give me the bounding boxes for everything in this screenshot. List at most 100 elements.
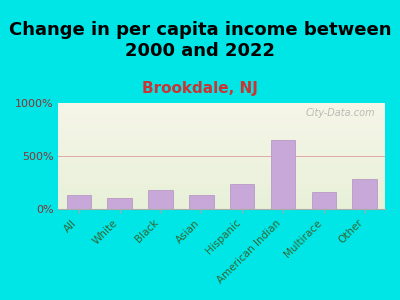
Bar bbox=[58, 173, 385, 174]
Bar bbox=[58, 130, 385, 131]
Bar bbox=[58, 195, 385, 196]
Bar bbox=[352, 179, 377, 208]
Bar bbox=[58, 120, 385, 121]
Bar bbox=[58, 204, 385, 206]
Bar bbox=[58, 111, 385, 112]
Bar bbox=[58, 198, 385, 199]
Bar bbox=[58, 122, 385, 123]
Bar bbox=[67, 195, 91, 208]
Bar bbox=[271, 140, 295, 208]
Bar bbox=[58, 117, 385, 118]
Bar bbox=[58, 178, 385, 179]
Bar bbox=[58, 192, 385, 193]
Bar bbox=[58, 119, 385, 120]
Bar bbox=[58, 159, 385, 160]
Bar bbox=[58, 201, 385, 202]
Bar bbox=[58, 108, 385, 109]
Bar bbox=[58, 115, 385, 116]
Bar bbox=[58, 184, 385, 185]
Bar bbox=[58, 151, 385, 152]
Bar bbox=[58, 142, 385, 143]
Bar bbox=[58, 156, 385, 157]
Bar bbox=[58, 188, 385, 189]
Bar bbox=[58, 114, 385, 115]
Bar bbox=[58, 146, 385, 147]
Bar bbox=[58, 177, 385, 178]
Bar bbox=[58, 171, 385, 172]
Bar bbox=[58, 131, 385, 133]
Bar bbox=[58, 128, 385, 129]
Bar bbox=[58, 135, 385, 136]
Bar bbox=[58, 189, 385, 190]
Bar bbox=[58, 154, 385, 155]
Bar bbox=[58, 162, 385, 163]
Bar bbox=[58, 196, 385, 197]
Bar bbox=[58, 175, 385, 176]
Bar bbox=[58, 182, 385, 183]
Bar bbox=[58, 164, 385, 165]
Bar bbox=[58, 134, 385, 135]
Bar bbox=[58, 155, 385, 156]
Bar bbox=[58, 127, 385, 128]
Bar bbox=[58, 139, 385, 140]
Bar bbox=[230, 184, 254, 208]
Bar bbox=[58, 124, 385, 125]
Bar bbox=[58, 158, 385, 159]
Bar bbox=[58, 129, 385, 130]
Bar bbox=[58, 138, 385, 139]
Bar bbox=[58, 149, 385, 151]
Bar bbox=[58, 203, 385, 204]
Bar bbox=[58, 123, 385, 124]
Bar bbox=[58, 125, 385, 126]
Bar bbox=[58, 112, 385, 114]
Bar bbox=[58, 106, 385, 107]
Text: Change in per capita income between
2000 and 2022: Change in per capita income between 2000… bbox=[9, 21, 391, 60]
Bar bbox=[58, 163, 385, 164]
Bar bbox=[58, 200, 385, 201]
Bar bbox=[58, 157, 385, 158]
Bar bbox=[58, 206, 385, 208]
Bar bbox=[58, 109, 385, 110]
Bar bbox=[58, 183, 385, 184]
Bar bbox=[58, 133, 385, 134]
Bar bbox=[108, 198, 132, 208]
Bar bbox=[189, 195, 214, 208]
Bar bbox=[58, 121, 385, 122]
Bar bbox=[58, 105, 385, 106]
Bar bbox=[58, 194, 385, 195]
Text: Brookdale, NJ: Brookdale, NJ bbox=[142, 81, 258, 96]
Bar bbox=[58, 169, 385, 171]
Bar bbox=[58, 176, 385, 177]
Bar bbox=[58, 180, 385, 181]
Bar bbox=[58, 181, 385, 182]
Bar bbox=[58, 137, 385, 138]
Bar bbox=[58, 147, 385, 148]
Bar bbox=[58, 186, 385, 188]
Bar bbox=[58, 136, 385, 137]
Bar bbox=[58, 199, 385, 200]
Bar bbox=[58, 152, 385, 153]
Bar bbox=[58, 160, 385, 161]
Bar bbox=[148, 190, 173, 208]
Bar bbox=[58, 140, 385, 141]
Text: City-Data.com: City-Data.com bbox=[306, 108, 375, 118]
Bar bbox=[58, 202, 385, 203]
Bar bbox=[58, 190, 385, 191]
Bar bbox=[58, 116, 385, 117]
Bar bbox=[58, 161, 385, 162]
Bar bbox=[58, 174, 385, 175]
Bar bbox=[58, 126, 385, 127]
Bar bbox=[58, 143, 385, 144]
Bar bbox=[58, 145, 385, 146]
Bar bbox=[58, 110, 385, 111]
Bar bbox=[58, 153, 385, 154]
Bar bbox=[58, 107, 385, 108]
Bar bbox=[312, 192, 336, 208]
Bar bbox=[58, 167, 385, 169]
Bar bbox=[58, 104, 385, 105]
Bar bbox=[58, 144, 385, 145]
Bar bbox=[58, 148, 385, 149]
Bar bbox=[58, 165, 385, 166]
Bar bbox=[58, 118, 385, 119]
Bar bbox=[58, 185, 385, 186]
